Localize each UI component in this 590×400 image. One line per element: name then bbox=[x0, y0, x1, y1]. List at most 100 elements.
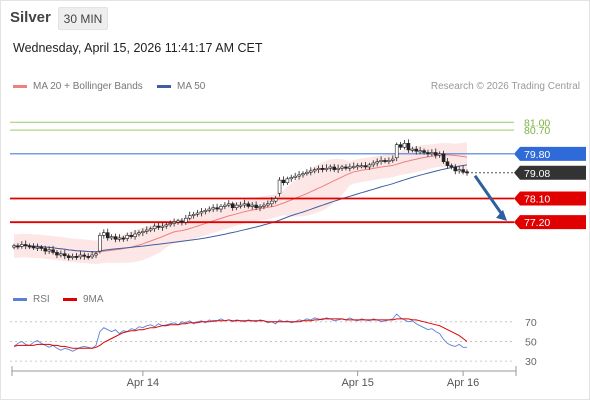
candle-body bbox=[105, 232, 110, 239]
candle-body bbox=[39, 246, 44, 249]
research-credit: Research © 2026 Trading Central bbox=[430, 81, 580, 92]
candle-body bbox=[285, 178, 290, 184]
candle-body bbox=[387, 160, 391, 162]
candle-body bbox=[289, 177, 294, 180]
candle-body bbox=[234, 204, 239, 209]
candle-body bbox=[379, 160, 383, 163]
price-tag-badge bbox=[514, 215, 586, 230]
candle-body bbox=[398, 144, 403, 148]
candle-body bbox=[215, 207, 219, 210]
level-price-label: 80.70 bbox=[524, 125, 550, 137]
candle-body bbox=[324, 167, 329, 170]
candle-body bbox=[273, 198, 278, 202]
candle-body bbox=[391, 158, 395, 161]
rsi-swatch-icon bbox=[13, 298, 27, 301]
candle-body bbox=[199, 211, 204, 214]
candle-body bbox=[344, 166, 348, 169]
candle-body bbox=[242, 203, 247, 206]
candle-body bbox=[172, 221, 176, 224]
candle-body bbox=[258, 206, 262, 209]
candle-body bbox=[332, 166, 337, 170]
timeframe-badge[interactable]: 30 MIN bbox=[58, 7, 108, 30]
candle-body bbox=[125, 235, 130, 239]
candle-body bbox=[305, 171, 309, 174]
candle-body bbox=[223, 204, 227, 207]
legend-rsi: RSI bbox=[13, 294, 50, 305]
candle-body bbox=[43, 248, 48, 252]
candle-body bbox=[191, 213, 196, 216]
candle-body bbox=[148, 228, 153, 231]
candle-body bbox=[141, 231, 145, 233]
candle-body bbox=[195, 212, 200, 215]
candle-body bbox=[383, 160, 387, 162]
candle-body bbox=[31, 246, 36, 249]
candle-body bbox=[16, 245, 20, 248]
candle-body bbox=[336, 167, 340, 170]
candle-body bbox=[426, 152, 430, 155]
candle-body bbox=[418, 150, 422, 153]
candle-body bbox=[316, 167, 321, 170]
candle-body bbox=[66, 255, 71, 258]
candle-body bbox=[70, 256, 75, 258]
candle-body bbox=[449, 165, 454, 168]
candle-body bbox=[109, 236, 114, 239]
candle-body bbox=[297, 174, 301, 177]
candle-body bbox=[168, 223, 173, 226]
candle-body bbox=[211, 207, 215, 210]
candle-body bbox=[340, 166, 344, 169]
rsi-ma-line bbox=[13, 318, 468, 349]
candle-body bbox=[293, 175, 297, 178]
candle-body bbox=[406, 143, 411, 151]
candle-body bbox=[156, 225, 161, 228]
price-tag-badge bbox=[514, 165, 586, 180]
candle-body bbox=[269, 200, 274, 205]
rsi-tick-label: 50 bbox=[525, 336, 537, 348]
ma20-legend-label: MA 20 + Bollinger Bands bbox=[33, 81, 143, 92]
ma50-legend-label: MA 50 bbox=[177, 81, 206, 92]
price-tag-label: 79.80 bbox=[524, 149, 550, 161]
candle-body bbox=[74, 256, 79, 258]
candle-body bbox=[27, 245, 32, 248]
candle-body bbox=[414, 148, 419, 152]
candle-body bbox=[121, 237, 126, 240]
price-tag-label: 79.08 bbox=[524, 168, 550, 180]
forecast-arrow-icon bbox=[496, 209, 507, 221]
candle-body bbox=[433, 152, 438, 156]
candle-body bbox=[371, 162, 376, 166]
candle-body bbox=[102, 232, 106, 236]
candle-body bbox=[226, 203, 231, 206]
candle-body bbox=[133, 233, 137, 237]
legend-ma50: MA 50 bbox=[157, 81, 205, 92]
candle-body bbox=[410, 148, 415, 151]
x-axis-tick-label: Apr 14 bbox=[127, 377, 159, 389]
x-axis-tick-label: Apr 16 bbox=[447, 377, 479, 389]
rsi-ma-swatch-icon bbox=[63, 298, 77, 301]
x-axis-tick-label: Apr 15 bbox=[341, 377, 373, 389]
candle-body bbox=[137, 232, 141, 235]
candle-body bbox=[246, 203, 251, 207]
candle-body bbox=[160, 225, 165, 228]
candle-body bbox=[164, 224, 169, 227]
candle-body bbox=[129, 235, 133, 237]
candle-body bbox=[23, 244, 28, 247]
candle-body bbox=[113, 236, 118, 240]
candle-body bbox=[320, 167, 325, 170]
candle-body bbox=[394, 144, 399, 159]
candle-body bbox=[461, 169, 465, 173]
candle-body bbox=[82, 254, 87, 257]
ma50-swatch-icon bbox=[157, 85, 171, 88]
rsi-ma-legend-label: 9MA bbox=[83, 294, 104, 305]
candle-body bbox=[262, 204, 266, 207]
ma20-swatch-icon bbox=[13, 85, 27, 88]
candle-body bbox=[203, 210, 208, 212]
candle-body bbox=[355, 165, 360, 168]
candle-body bbox=[250, 204, 255, 207]
candle-body bbox=[152, 225, 157, 230]
candle-body bbox=[266, 203, 270, 206]
candle-body bbox=[55, 252, 59, 256]
candle-body bbox=[363, 165, 368, 168]
candle-body bbox=[402, 143, 407, 148]
candle-body bbox=[457, 169, 461, 172]
price-tag-label: 77.20 bbox=[524, 217, 550, 229]
candle-body bbox=[117, 237, 122, 240]
